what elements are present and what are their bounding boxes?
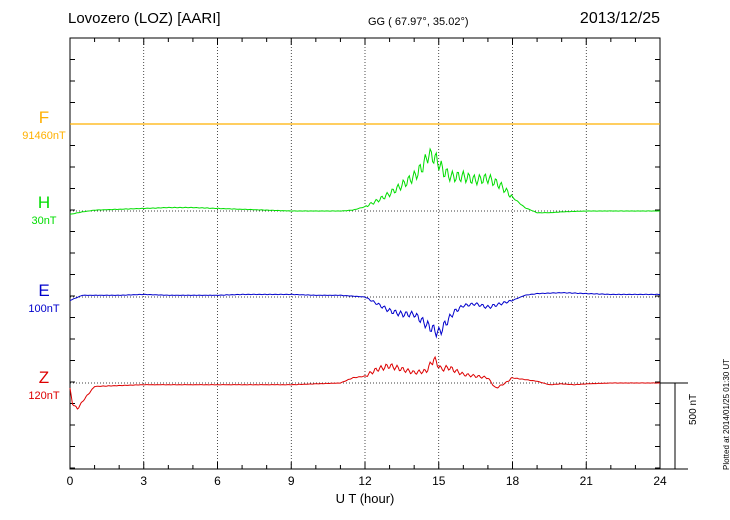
x-tick-label: 24	[653, 474, 667, 488]
x-axis-title: U T (hour)	[335, 491, 395, 506]
series-line-e	[69, 291, 661, 339]
x-tick-label: 21	[580, 474, 594, 488]
channel-name-f: F	[38, 108, 50, 127]
x-tick-label: 9	[288, 474, 295, 488]
channel-scale-e: 100nT	[28, 303, 60, 315]
channel-name-e: E	[38, 281, 50, 300]
channel-scale-z: 120nT	[28, 390, 60, 402]
channel-label-h: H 30nT	[14, 193, 74, 227]
series-line-h	[69, 147, 661, 215]
plot-date: 2013/12/25	[579, 10, 660, 27]
series-line-z	[69, 355, 661, 410]
grid-lines	[70, 38, 660, 469]
data-traces	[69, 123, 661, 410]
scale-bar	[660, 382, 688, 470]
geographic-coordinates: GG ( 67.97°, 35.02°)	[368, 16, 469, 28]
channel-scale-f: 91460nT	[22, 130, 66, 142]
channel-label-e: E 100nT	[14, 281, 74, 315]
channel-name-h: H	[37, 193, 51, 212]
plotted-timestamp: Plotted at 2014/01/25 01:30 UT	[722, 358, 730, 470]
x-tick-label: 18	[506, 474, 520, 488]
channel-label-f: F 91460nT	[14, 108, 74, 142]
x-tick-label: 0	[67, 474, 74, 488]
channel-name-z: Z	[38, 368, 50, 387]
scale-bar-label: 500 nT	[688, 393, 699, 425]
axis-ticks: 0 3 6 9 12 15 18 21 24	[67, 38, 667, 488]
station-title: Lovozero (LOZ) [AARI]	[68, 10, 221, 27]
channel-label-z: Z 120nT	[14, 368, 74, 402]
x-tick-label: 3	[140, 474, 147, 488]
x-tick-label: 15	[432, 474, 446, 488]
x-tick-label: 12	[358, 474, 372, 488]
x-tick-label: 6	[214, 474, 221, 488]
channel-scale-h: 30nT	[31, 215, 57, 227]
